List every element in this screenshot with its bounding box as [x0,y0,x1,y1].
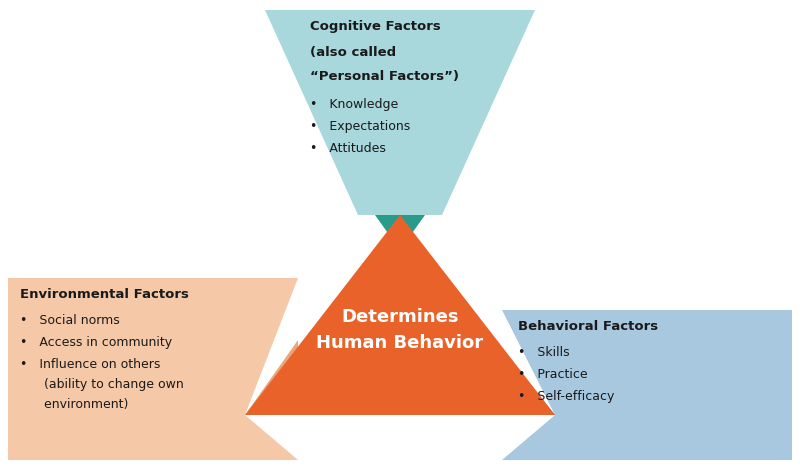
Text: •   Social norms: • Social norms [20,314,120,327]
Text: (ability to change own: (ability to change own [20,378,184,391]
Text: •   Expectations: • Expectations [310,120,410,133]
Text: Environmental Factors: Environmental Factors [20,288,189,301]
Text: •   Skills: • Skills [518,346,570,359]
Text: •   Access in community: • Access in community [20,336,172,349]
Polygon shape [245,340,298,415]
Text: •   Practice: • Practice [518,368,588,381]
Polygon shape [502,350,555,415]
Text: •   Influence on others: • Influence on others [20,358,160,371]
Polygon shape [265,10,535,215]
Text: •   Self-efficacy: • Self-efficacy [518,390,614,403]
Text: “Personal Factors”): “Personal Factors”) [310,70,459,83]
Polygon shape [375,215,425,250]
Polygon shape [245,215,555,415]
Polygon shape [8,278,298,460]
Text: (also called: (also called [310,46,396,59]
Text: Cognitive Factors: Cognitive Factors [310,20,441,33]
Text: Determines
Human Behavior: Determines Human Behavior [317,308,483,352]
Polygon shape [502,310,792,460]
Text: Behavioral Factors: Behavioral Factors [518,320,658,333]
Text: •   Attitudes: • Attitudes [310,142,386,155]
Text: •   Knowledge: • Knowledge [310,98,398,111]
Text: environment): environment) [20,398,128,411]
